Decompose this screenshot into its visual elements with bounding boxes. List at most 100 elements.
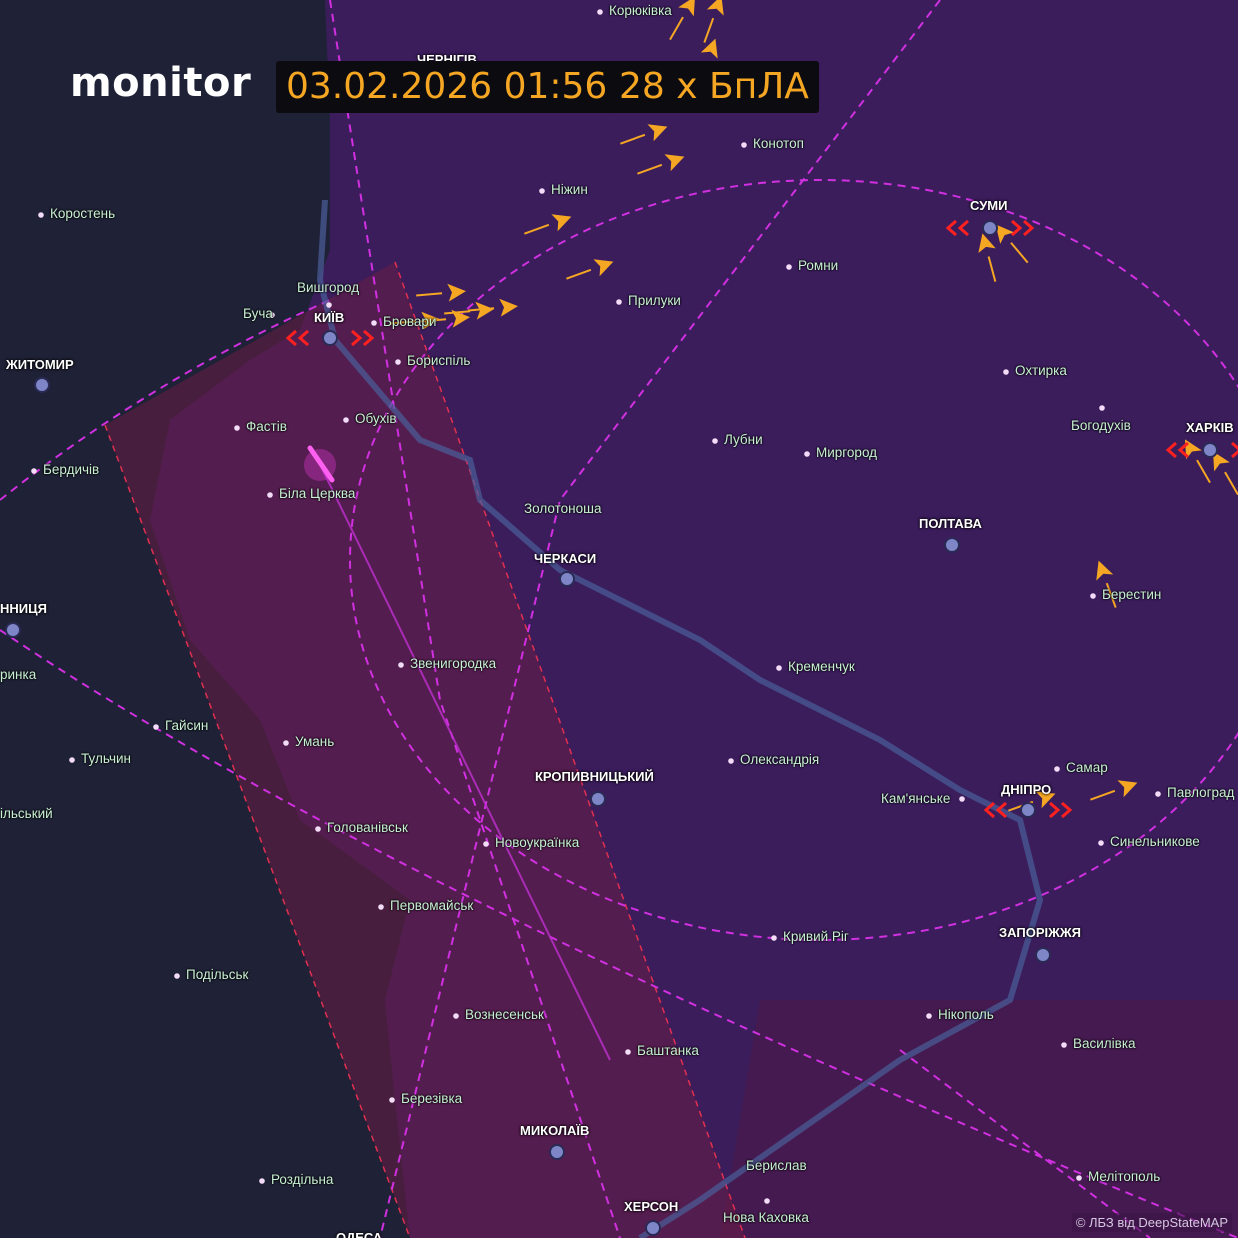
- town-dot[interactable]: [926, 1013, 932, 1019]
- town-dot[interactable]: [804, 451, 810, 457]
- regional-center-dot[interactable]: [1202, 442, 1218, 458]
- town-dot[interactable]: [38, 212, 44, 218]
- regional-center-label[interactable]: ЧЕРКАСИ: [534, 551, 597, 566]
- shahed-drone-icon[interactable]: [617, 118, 670, 152]
- town-label[interactable]: Синельникове: [1110, 834, 1200, 849]
- shahed-drone-icon[interactable]: [662, 0, 703, 44]
- town-dot[interactable]: [483, 841, 489, 847]
- town-label[interactable]: Василівка: [1073, 1036, 1136, 1051]
- town-label[interactable]: Богодухів: [1071, 418, 1131, 433]
- shahed-drone-icon[interactable]: [974, 231, 1004, 284]
- town-dot[interactable]: [389, 1097, 395, 1103]
- town-label[interactable]: Бердичів: [43, 462, 100, 477]
- shahed-drone-icon[interactable]: [1177, 435, 1218, 487]
- town-label[interactable]: Павлоград: [1167, 785, 1235, 800]
- regional-center-label[interactable]: ХАРКІВ: [1186, 420, 1234, 435]
- town-label[interactable]: Кривий Ріг: [783, 929, 849, 944]
- town-dot[interactable]: [69, 757, 75, 763]
- shahed-drone-icon[interactable]: [1090, 558, 1124, 611]
- town-label[interactable]: Коростень: [50, 206, 116, 221]
- town-label[interactable]: Буча: [243, 306, 273, 321]
- town-label[interactable]: Звенигородка: [410, 656, 497, 671]
- town-dot[interactable]: [1090, 593, 1096, 599]
- town-dot[interactable]: [398, 662, 404, 668]
- missile-icon[interactable]: [307, 445, 335, 483]
- shahed-drone-icon[interactable]: [521, 208, 574, 242]
- shahed-drone-icon[interactable]: [563, 253, 616, 287]
- town-label[interactable]: Ромни: [798, 258, 839, 273]
- town-dot[interactable]: [597, 9, 603, 15]
- town-dot[interactable]: [453, 1013, 459, 1019]
- town-label[interactable]: Голованівськ: [327, 820, 408, 835]
- town-label[interactable]: Вознесенськ: [465, 1007, 544, 1022]
- town-dot[interactable]: [1076, 1175, 1082, 1181]
- town-label[interactable]: Нова Каховка: [723, 1210, 809, 1225]
- town-dot[interactable]: [267, 492, 273, 498]
- town-label[interactable]: Гайсин: [165, 718, 209, 733]
- town-dot[interactable]: [326, 302, 332, 308]
- town-label[interactable]: Конотоп: [753, 136, 804, 151]
- attribution[interactable]: © ЛБЗ від DeepStateMAP: [1071, 1213, 1232, 1232]
- town-dot[interactable]: [776, 665, 782, 671]
- town-label[interactable]: Фастів: [246, 419, 287, 434]
- regional-center-dot[interactable]: [5, 622, 21, 638]
- town-label[interactable]: Обухів: [355, 411, 397, 426]
- town-label[interactable]: Охтирка: [1015, 363, 1067, 378]
- town-label[interactable]: Біла Церква: [279, 486, 356, 501]
- regional-center-label[interactable]: ХЕРСОН: [624, 1199, 679, 1214]
- regional-center-label[interactable]: ДНІПРО: [1001, 782, 1052, 797]
- shahed-drone-icon[interactable]: [696, 0, 730, 46]
- town-dot[interactable]: [712, 438, 718, 444]
- town-dot[interactable]: [764, 1198, 770, 1204]
- town-dot[interactable]: [1054, 766, 1060, 772]
- regional-center-label[interactable]: ПОЛТАВА: [919, 516, 982, 531]
- shahed-drone-icon[interactable]: [389, 310, 440, 332]
- regional-center-dot[interactable]: [34, 377, 50, 393]
- town-dot[interactable]: [625, 1049, 631, 1055]
- town-label[interactable]: Роздільна: [271, 1172, 334, 1187]
- regional-center-label[interactable]: КРОПИВНИЦЬКИЙ: [535, 769, 654, 784]
- town-label[interactable]: Подільськ: [186, 967, 249, 982]
- regional-center-label[interactable]: ОДЕСА: [336, 1230, 383, 1238]
- regional-center-label[interactable]: ЗАПОРІЖЖЯ: [999, 925, 1081, 940]
- shahed-drone-icon[interactable]: [1205, 447, 1238, 499]
- town-dot[interactable]: [343, 417, 349, 423]
- regional-center-dot[interactable]: [1020, 802, 1036, 818]
- town-dot[interactable]: [31, 468, 37, 474]
- town-dot[interactable]: [959, 796, 965, 802]
- town-dot[interactable]: [283, 740, 289, 746]
- town-label[interactable]: Бориспіль: [407, 353, 471, 368]
- regional-center-dot[interactable]: [944, 537, 960, 553]
- town-dot[interactable]: [616, 299, 622, 305]
- town-label[interactable]: Тульчин: [81, 751, 131, 766]
- town-label[interactable]: Мелітополь: [1088, 1169, 1161, 1184]
- town-label[interactable]: Ніжин: [551, 182, 588, 197]
- town-dot[interactable]: [1003, 369, 1009, 375]
- town-dot[interactable]: [371, 320, 377, 326]
- town-label[interactable]: ільський: [0, 806, 53, 821]
- town-label[interactable]: Берестин: [1102, 587, 1162, 602]
- town-label[interactable]: Баштанка: [637, 1043, 699, 1058]
- town-dot[interactable]: [315, 826, 321, 832]
- town-dot[interactable]: [786, 264, 792, 270]
- town-dot[interactable]: [1155, 791, 1161, 797]
- town-label[interactable]: Первомайськ: [390, 898, 474, 913]
- town-label[interactable]: Умань: [295, 734, 335, 749]
- regional-center-label[interactable]: СУМИ: [970, 198, 1008, 213]
- regional-center-dot[interactable]: [559, 571, 575, 587]
- town-label[interactable]: Корюківка: [609, 3, 672, 18]
- shahed-drone-icon[interactable]: [415, 282, 466, 304]
- regional-center-dot[interactable]: [1035, 947, 1051, 963]
- regional-center-dot[interactable]: [322, 330, 338, 346]
- town-dot[interactable]: [771, 935, 777, 941]
- town-label[interactable]: Золотоноша: [524, 501, 602, 516]
- town-label[interactable]: ринка: [0, 667, 37, 682]
- town-label[interactable]: Берислав: [746, 1158, 807, 1173]
- shahed-drone-icon[interactable]: [1087, 774, 1140, 808]
- town-label[interactable]: Олександрія: [740, 752, 820, 767]
- town-label[interactable]: Прилуки: [628, 293, 681, 308]
- town-dot[interactable]: [395, 359, 401, 365]
- town-label[interactable]: Кам'янське: [881, 791, 951, 806]
- regional-center-dot[interactable]: [645, 1220, 661, 1236]
